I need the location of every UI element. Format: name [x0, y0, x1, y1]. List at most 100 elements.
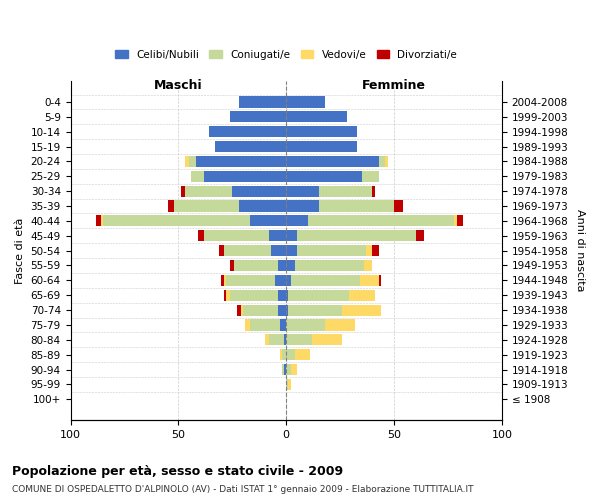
Text: Popolazione per età, sesso e stato civile - 2009: Popolazione per età, sesso e stato civil…	[12, 465, 343, 478]
Bar	[230, 290, 278, 301]
Bar	[290, 364, 297, 375]
Bar	[269, 334, 284, 345]
Bar	[319, 186, 373, 197]
Bar	[286, 200, 319, 211]
Bar	[295, 260, 364, 271]
Bar	[284, 364, 286, 375]
Bar	[286, 364, 290, 375]
Bar	[286, 96, 325, 108]
Bar	[221, 275, 224, 286]
Bar	[373, 245, 379, 256]
Bar	[286, 186, 319, 197]
Bar	[457, 216, 463, 226]
Bar	[181, 186, 185, 197]
Bar	[286, 216, 308, 226]
Bar	[379, 275, 381, 286]
Bar	[278, 290, 286, 301]
Bar	[239, 96, 286, 108]
Y-axis label: Anni di nascita: Anni di nascita	[575, 210, 585, 292]
Bar	[232, 186, 286, 197]
Bar	[312, 334, 342, 345]
Bar	[275, 275, 286, 286]
Bar	[282, 349, 286, 360]
Bar	[243, 304, 278, 316]
Bar	[290, 275, 359, 286]
Bar	[286, 230, 297, 241]
Bar	[286, 290, 289, 301]
Bar	[215, 141, 286, 152]
Bar	[297, 245, 366, 256]
Bar	[297, 230, 416, 241]
Bar	[286, 349, 295, 360]
Bar	[286, 334, 312, 345]
Bar	[224, 275, 226, 286]
Bar	[230, 260, 235, 271]
Bar	[282, 364, 284, 375]
Bar	[209, 126, 286, 138]
Bar	[385, 156, 388, 167]
Bar	[286, 112, 347, 122]
Bar	[325, 320, 355, 330]
Bar	[364, 260, 373, 271]
Bar	[278, 304, 286, 316]
Bar	[286, 156, 379, 167]
Bar	[280, 349, 282, 360]
Bar	[394, 200, 403, 211]
Bar	[295, 349, 310, 360]
Bar	[286, 126, 358, 138]
Bar	[284, 334, 286, 345]
Bar	[226, 275, 275, 286]
Bar	[230, 112, 286, 122]
Bar	[220, 245, 224, 256]
Bar	[97, 216, 101, 226]
Bar	[416, 230, 424, 241]
Bar	[362, 170, 379, 182]
Bar	[286, 170, 362, 182]
Bar	[373, 186, 374, 197]
Bar	[359, 275, 379, 286]
Bar	[289, 304, 342, 316]
Bar	[265, 334, 269, 345]
Bar	[308, 216, 454, 226]
Bar	[280, 320, 286, 330]
Bar	[224, 245, 271, 256]
Bar	[185, 186, 232, 197]
Bar	[167, 200, 174, 211]
Bar	[454, 216, 457, 226]
Bar	[278, 260, 286, 271]
Bar	[224, 290, 226, 301]
Bar	[342, 304, 381, 316]
Text: COMUNE DI OSPEDALETTO D'ALPINOLO (AV) - Dati ISTAT 1° gennaio 2009 - Elaborazion: COMUNE DI OSPEDALETTO D'ALPINOLO (AV) - …	[12, 485, 473, 494]
Bar	[235, 260, 278, 271]
Legend: Celibi/Nubili, Coniugati/e, Vedovi/e, Divorziati/e: Celibi/Nubili, Coniugati/e, Vedovi/e, Di…	[111, 46, 461, 64]
Bar	[236, 304, 241, 316]
Bar	[289, 290, 349, 301]
Bar	[196, 156, 286, 167]
Bar	[103, 216, 250, 226]
Bar	[189, 156, 196, 167]
Bar	[204, 230, 269, 241]
Bar	[226, 290, 230, 301]
Bar	[185, 156, 189, 167]
Bar	[286, 260, 295, 271]
Bar	[286, 275, 290, 286]
Bar	[204, 170, 286, 182]
Bar	[269, 230, 286, 241]
Bar	[286, 141, 358, 152]
Bar	[289, 379, 290, 390]
Bar	[198, 230, 204, 241]
Y-axis label: Fasce di età: Fasce di età	[15, 218, 25, 284]
Bar	[174, 200, 239, 211]
Bar	[366, 245, 373, 256]
Bar	[286, 304, 289, 316]
Bar	[245, 320, 250, 330]
Bar	[286, 379, 289, 390]
Text: Femmine: Femmine	[362, 78, 426, 92]
Bar	[101, 216, 103, 226]
Bar	[250, 216, 286, 226]
Bar	[241, 304, 243, 316]
Bar	[239, 200, 286, 211]
Text: Maschi: Maschi	[154, 78, 203, 92]
Bar	[319, 200, 394, 211]
Bar	[349, 290, 374, 301]
